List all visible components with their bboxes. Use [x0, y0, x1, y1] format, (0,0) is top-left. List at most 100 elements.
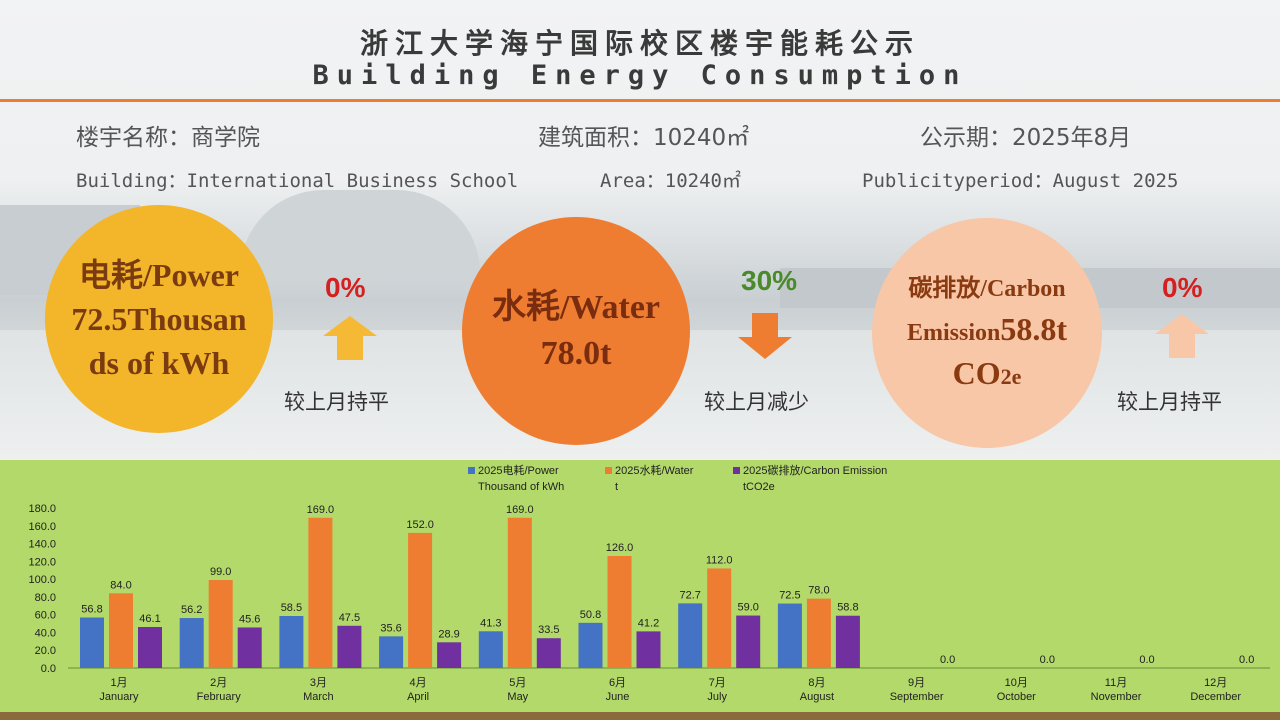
- y-tick-label: 140.0: [28, 539, 56, 551]
- x-tick-label-en: January: [99, 691, 139, 703]
- x-tick-label-en: June: [606, 691, 630, 703]
- carbon-kpi-unit-suffix: 2e: [1000, 364, 1022, 389]
- area-en: Area：10240㎡: [600, 170, 741, 192]
- legend-label-line2: tCO2e: [743, 481, 775, 493]
- bar-power: [578, 622, 603, 668]
- power-kpi-value: 72.5Thousan: [71, 301, 247, 337]
- bar-data-label: 126.0: [606, 542, 634, 554]
- bar-data-label: 59.0: [737, 602, 758, 614]
- bar-power: [379, 636, 404, 668]
- bar-data-label: 112.0: [706, 554, 733, 566]
- bottom-strip: [0, 712, 1280, 720]
- carbon-kpi-circle: 碳排放/Carbon Emission58.8t CO2e: [872, 218, 1102, 448]
- period-en: Publicityperiod：August 2025: [862, 170, 1179, 192]
- y-tick-label: 80.0: [35, 592, 56, 604]
- bar-data-label: 35.6: [380, 622, 401, 634]
- x-tick-label-en: November: [1091, 691, 1142, 703]
- legend-label: 2025水耗/Water: [615, 464, 694, 477]
- water-kpi-value: 78.0t: [540, 335, 612, 372]
- x-tick-label-cn: 12月: [1204, 677, 1227, 689]
- y-tick-label: 180.0: [28, 503, 56, 515]
- x-tick-label-en: February: [197, 691, 242, 703]
- bar-data-label: 50.8: [580, 609, 601, 621]
- x-tick-label-en: July: [707, 691, 727, 703]
- building-name-cn: 楼宇名称：商学院: [76, 125, 260, 151]
- x-tick-label-en: August: [800, 691, 834, 703]
- bar-carbon: [237, 627, 262, 668]
- power-comparison: 较上月持平: [284, 390, 389, 414]
- bar-data-label: 41.2: [638, 617, 659, 629]
- bar-carbon: [636, 631, 661, 668]
- chart-panel: 0.0 20.0 40.0 60.0 80.0 100.0 120.0 140.0 160.0 1…: [0, 460, 1280, 712]
- bar-data-label: 56.8: [81, 604, 102, 616]
- carbon-change-percent: 0%: [1162, 272, 1203, 303]
- bar-data-label: 33.5: [538, 624, 559, 636]
- bar-power: [279, 616, 304, 668]
- legend-swatch: [733, 467, 740, 474]
- bar-carbon: [835, 615, 860, 668]
- title-divider: [0, 99, 1280, 102]
- bar-data-label: 28.9: [438, 628, 459, 640]
- page-title-cn: 浙江大学海宁国际校区楼宇能耗公示: [359, 27, 920, 60]
- bar-water: [408, 532, 433, 668]
- x-tick-label-cn: 6月: [609, 677, 626, 689]
- bar-data-label: 169.0: [307, 504, 335, 516]
- carbon-kpi-title: 碳排放/Carbon: [908, 276, 1066, 302]
- bar-data-label: 56.2: [181, 604, 202, 616]
- bar-data-label: 0.0: [1239, 654, 1254, 666]
- water-kpi-title: 水耗/Water: [491, 289, 661, 326]
- building-name-en: Building：International Business School: [76, 170, 519, 192]
- monthly-bar-chart: 0.0 20.0 40.0 60.0 80.0 100.0 120.0 140.0 160.0 1…: [28, 463, 1270, 703]
- carbon-kpi-unit: CO: [952, 355, 1001, 391]
- bar-carbon: [736, 615, 761, 668]
- water-comparison: 较上月减少: [704, 390, 809, 414]
- bar-water: [707, 568, 732, 668]
- bar-data-label: 169.0: [506, 504, 534, 516]
- power-kpi-title: 电耗/Power: [79, 257, 239, 293]
- carbon-flat-arrow-icon: [1155, 314, 1209, 358]
- y-tick-label: 100.0: [28, 574, 56, 586]
- bar-data-label: 58.8: [837, 602, 858, 614]
- x-tick-label-en: April: [407, 691, 429, 703]
- x-tick-label-cn: 9月: [908, 677, 925, 689]
- legend-label-line2: Thousand of kWh: [478, 481, 564, 493]
- x-tick-label-en: March: [303, 691, 334, 703]
- y-tick-label: 40.0: [35, 627, 56, 639]
- bar-power: [179, 618, 204, 668]
- y-tick-label: 20.0: [35, 645, 56, 657]
- y-tick-label: 60.0: [35, 610, 56, 622]
- x-tick-label-en: December: [1190, 691, 1241, 703]
- x-tick-label-cn: 7月: [709, 677, 726, 689]
- x-tick-label-cn: 1月: [110, 677, 127, 689]
- bar-carbon: [536, 638, 561, 668]
- water-down-arrow-icon: [738, 313, 792, 359]
- x-tick-label-en: October: [997, 691, 1036, 703]
- bar-water: [507, 517, 532, 668]
- x-tick-label-cn: 5月: [509, 677, 526, 689]
- area-cn: 建筑面积：10240㎡: [538, 125, 750, 151]
- carbon-comparison: 较上月持平: [1117, 390, 1222, 414]
- water-kpi-circle: 水耗/Water 78.0t: [462, 217, 690, 445]
- legend-label: 2025电耗/Power: [478, 464, 559, 477]
- bar-power: [678, 603, 703, 668]
- bar-water: [806, 598, 831, 668]
- bar-carbon: [337, 625, 362, 668]
- legend-label: 2025碳排放/Carbon Emission: [743, 463, 887, 477]
- bar-data-label: 84.0: [110, 579, 131, 591]
- x-tick-label-cn: 8月: [808, 677, 825, 689]
- x-tick-label-cn: 2月: [210, 677, 227, 689]
- power-kpi-circle: 电耗/Power 72.5Thousan ds of kWh: [45, 205, 273, 433]
- y-tick-label: 160.0: [28, 521, 56, 533]
- bar-power: [777, 603, 802, 668]
- bar-data-label: 152.0: [406, 519, 434, 531]
- bar-data-label: 72.5: [779, 590, 800, 602]
- bar-data-label: 45.6: [239, 613, 260, 625]
- power-flat-arrow-icon: [323, 316, 377, 360]
- x-tick-label-cn: 11月: [1105, 677, 1127, 689]
- bar-data-label: 0.0: [940, 654, 955, 666]
- bar-power: [80, 617, 104, 668]
- header-area: 浙江大学海宁国际校区楼宇能耗公示 Building Energy Consump…: [0, 0, 1280, 460]
- bar-data-label: 99.0: [210, 566, 231, 578]
- x-tick-label-cn: 4月: [410, 677, 427, 689]
- y-tick-label: 0.0: [41, 663, 56, 675]
